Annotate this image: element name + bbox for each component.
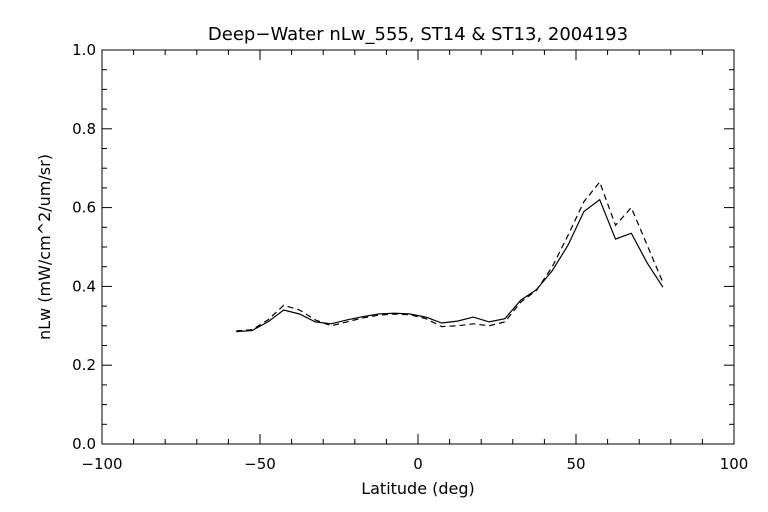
y-axis-label: nLw (mW/cm^2/um/sr) (35, 154, 54, 340)
series-line-solid (236, 198, 664, 333)
y-tick-label: 0.6 (72, 199, 96, 217)
y-tick-label: 0.4 (72, 277, 96, 295)
x-axis-label: Latitude (deg) (361, 479, 475, 498)
plot-area: −100 −50 0 50 100 0.0 0.2 0.4 0.6 0.8 1.0 (72, 41, 748, 473)
series-group (236, 180, 664, 333)
x-tick-label: 50 (566, 455, 585, 473)
y-tick-label: 0.8 (72, 120, 96, 138)
chart-title: Deep−Water nLw_555, ST14 & ST13, 2004193 (208, 24, 628, 45)
x-axis: −100 −50 0 50 100 (81, 50, 748, 473)
x-tick-label: 0 (413, 455, 423, 473)
y-tick-label: 0.0 (72, 435, 96, 453)
x-tick-label: −50 (244, 455, 276, 473)
y-axis: 0.0 0.2 0.4 0.6 0.8 1.0 (72, 41, 734, 453)
y-tick-label: 1.0 (72, 41, 96, 59)
x-tick-label: 100 (720, 455, 749, 473)
x-tick-label: −100 (81, 455, 122, 473)
series-line-dashed (236, 180, 664, 332)
y-tick-label: 0.2 (72, 356, 96, 374)
